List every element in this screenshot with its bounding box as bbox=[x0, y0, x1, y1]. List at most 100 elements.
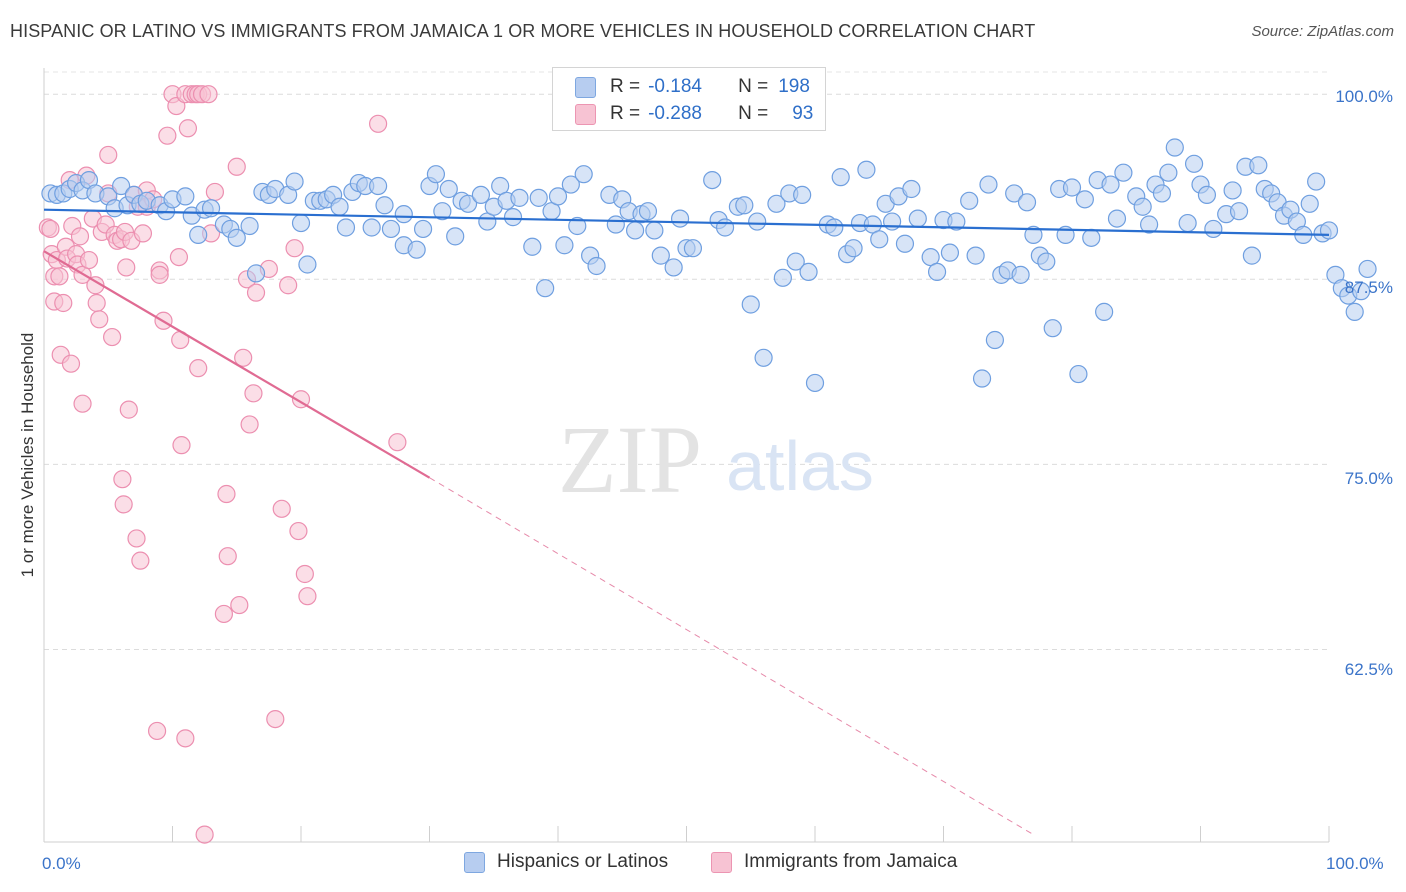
point-jamaica bbox=[279, 276, 298, 295]
point-jamaica bbox=[246, 283, 266, 302]
y-tick-75: 75.0% bbox=[1344, 469, 1393, 488]
r-value: -0.184 bbox=[648, 76, 702, 97]
point-jamaica bbox=[99, 145, 118, 165]
trend-line-jamaica-extrapolated bbox=[429, 477, 1034, 836]
point-jamaica bbox=[230, 595, 249, 615]
point-hispanic bbox=[375, 196, 394, 215]
point-jamaica bbox=[133, 224, 153, 243]
point-hispanic bbox=[1184, 154, 1204, 173]
source-label: Source: ZipAtlas.com bbox=[1251, 23, 1394, 40]
trend-line-hispanics bbox=[43, 208, 1330, 236]
point-hispanic bbox=[825, 218, 844, 237]
point-hispanic bbox=[587, 256, 606, 276]
zipatlas-watermark: ZIP atlas bbox=[558, 406, 874, 513]
point-hispanic bbox=[870, 230, 889, 249]
point-jamaica bbox=[227, 157, 246, 176]
point-jamaica bbox=[298, 587, 317, 606]
point-hispanic bbox=[715, 218, 735, 237]
y-tick-62-5: 62.5% bbox=[1344, 660, 1393, 679]
point-hispanic bbox=[1069, 364, 1088, 384]
point-hispanic bbox=[548, 187, 568, 206]
point-hispanic bbox=[1082, 228, 1101, 247]
r-label: R = bbox=[610, 76, 641, 97]
point-hispanic bbox=[536, 279, 555, 298]
point-hispanic bbox=[767, 194, 786, 213]
point-hispanic bbox=[735, 196, 754, 215]
point-hispanic bbox=[285, 172, 304, 191]
point-jamaica bbox=[172, 436, 191, 455]
point-hispanic bbox=[1037, 252, 1056, 271]
point-hispanic bbox=[1075, 190, 1094, 209]
legend-label: Immigrants from Jamaica bbox=[744, 851, 958, 872]
point-hispanic bbox=[1249, 156, 1268, 175]
point-hispanic bbox=[1204, 219, 1223, 239]
point-hispanic bbox=[979, 175, 998, 194]
point-hispanic bbox=[1300, 194, 1319, 213]
point-jamaica bbox=[79, 250, 99, 270]
point-jamaica bbox=[61, 354, 81, 373]
point-jamaica bbox=[369, 114, 388, 133]
point-jamaica bbox=[114, 495, 133, 514]
point-jamaica bbox=[90, 310, 109, 329]
point-hispanic bbox=[1114, 163, 1133, 182]
point-hispanic bbox=[773, 268, 792, 287]
point-hispanic bbox=[754, 348, 773, 367]
point-jamaica bbox=[103, 327, 122, 347]
point-hispanic bbox=[793, 185, 812, 205]
watermark-atlas: atlas bbox=[726, 427, 874, 505]
point-jamaica bbox=[218, 547, 237, 566]
point-hispanic bbox=[369, 176, 388, 196]
point-jamaica bbox=[234, 348, 253, 367]
point-jamaica bbox=[117, 258, 136, 277]
legend-swatch-blue bbox=[575, 76, 596, 98]
point-hispanic bbox=[1165, 138, 1184, 157]
point-hispanic bbox=[703, 170, 722, 190]
n-value: 198 bbox=[778, 76, 810, 97]
point-hispanic bbox=[966, 246, 985, 265]
point-hispanic bbox=[407, 240, 426, 259]
point-jamaica bbox=[147, 721, 167, 741]
n-label: N = bbox=[738, 76, 769, 97]
point-hispanic bbox=[291, 213, 311, 233]
point-jamaica bbox=[244, 384, 263, 403]
point-hispanic bbox=[503, 208, 523, 227]
point-hispanic bbox=[1017, 193, 1037, 212]
point-hispanic bbox=[902, 179, 921, 199]
n-value: 93 bbox=[792, 103, 814, 124]
point-hispanic bbox=[1095, 302, 1114, 321]
point-jamaica bbox=[119, 400, 138, 419]
point-hispanic bbox=[555, 236, 574, 255]
legend-item-hispanics: Hispanics or Latinos bbox=[464, 851, 668, 873]
point-jamaica bbox=[285, 239, 304, 258]
series-hispanics-or-latinos bbox=[41, 138, 1377, 393]
legend-row-jamaica: R = -0.288 N = 93 bbox=[553, 100, 813, 128]
point-hispanic bbox=[471, 185, 490, 205]
point-hispanic bbox=[1229, 202, 1249, 221]
point-hispanic bbox=[960, 191, 979, 210]
point-hispanic bbox=[786, 252, 805, 271]
x-tick-0: 0.0% bbox=[42, 854, 81, 873]
point-hispanic bbox=[1152, 184, 1172, 203]
point-hispanic bbox=[1005, 184, 1024, 203]
watermark-zip: ZIP bbox=[558, 406, 702, 513]
point-hispanic bbox=[638, 202, 658, 221]
legend-swatch-blue bbox=[464, 851, 485, 873]
r-label: R = bbox=[610, 103, 641, 124]
point-jamaica bbox=[158, 126, 177, 145]
point-hispanic bbox=[908, 209, 927, 228]
r-value: -0.288 bbox=[648, 103, 702, 124]
point-hispanic bbox=[831, 168, 850, 187]
point-hispanic bbox=[857, 160, 876, 179]
point-jamaica bbox=[176, 729, 195, 748]
point-hispanic bbox=[844, 239, 863, 258]
trend-lines bbox=[43, 208, 1330, 836]
point-jamaica bbox=[266, 709, 285, 729]
y-tick-87-5: 87.5% bbox=[1344, 278, 1393, 297]
point-hispanic bbox=[298, 255, 317, 274]
point-jamaica bbox=[178, 119, 198, 138]
point-hispanic bbox=[523, 237, 542, 256]
legend-swatch-pink bbox=[711, 851, 732, 873]
point-hispanic bbox=[1101, 175, 1120, 194]
legend-swatch-pink bbox=[575, 103, 596, 125]
